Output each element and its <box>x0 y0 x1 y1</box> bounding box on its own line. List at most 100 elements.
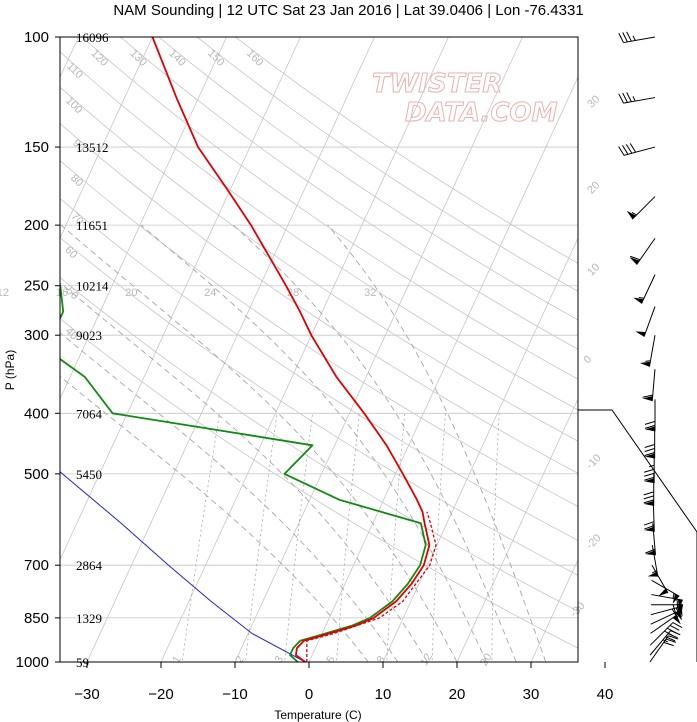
isotherm-label: -10 <box>584 452 604 472</box>
watermark-line-2: DATA.COM <box>405 98 558 128</box>
dry-adiabat-label: 150 <box>205 47 226 68</box>
mixing-ratio-label: 12 <box>418 651 435 668</box>
isotherm-label: 20 <box>585 179 602 196</box>
barb-full <box>663 641 674 647</box>
barb-staff <box>636 238 656 265</box>
barb-full <box>644 448 655 453</box>
wind-barb <box>651 564 669 597</box>
barb-full <box>643 491 654 496</box>
barb-half <box>651 570 658 574</box>
barb-staff <box>650 610 680 625</box>
barb-full <box>644 420 656 425</box>
barb-full <box>644 468 655 473</box>
moist-adiabat <box>327 224 547 662</box>
dry-adiabat <box>60 86 578 442</box>
height-label: 13512 <box>76 140 109 155</box>
wind-barb <box>618 92 656 104</box>
isotherm <box>160 37 449 662</box>
barb-full <box>622 145 629 155</box>
dry-adiabat-label: 120 <box>89 47 110 68</box>
isotherm-label: 0 <box>581 353 594 366</box>
wind-barb <box>633 274 656 304</box>
height-label: 59 <box>76 655 89 670</box>
wind-barb <box>629 238 656 265</box>
barb-full <box>622 32 628 43</box>
barb-full <box>670 630 681 636</box>
height-labels: 16096 13512 11651 10214 9023 7064 5450 2864 1329… <box>76 30 109 670</box>
dry-adiabat-label: 160 <box>244 47 265 68</box>
barb-flag <box>644 478 655 484</box>
barb-flag <box>639 361 651 367</box>
dry-adiabat <box>60 122 578 474</box>
barb-full <box>668 635 679 640</box>
barb-staff <box>649 622 674 646</box>
virtual-temperature-line <box>306 511 437 662</box>
y-tick-label: 850 <box>24 610 49 627</box>
barb-staff <box>651 544 659 577</box>
dewpoint-profile-line <box>60 283 427 662</box>
barb-flag <box>643 500 654 506</box>
dry-adiabat <box>158 37 578 321</box>
barb-staff <box>648 335 656 367</box>
barb-flag <box>644 526 655 532</box>
x-tick-label: −20 <box>148 686 173 703</box>
mixing-ratio-label: 20 <box>478 651 495 668</box>
wind-barb <box>642 369 656 402</box>
moist-adiabat <box>60 224 458 662</box>
wind-barb <box>647 544 659 577</box>
isotherm <box>382 237 578 662</box>
barb-staff <box>632 196 656 220</box>
y-tick-label: 300 <box>24 327 49 344</box>
y-tick-label: 1000 <box>16 654 49 671</box>
x-tick-label: 20 <box>449 686 466 703</box>
mixing-ratio-label: 8 <box>375 654 388 665</box>
moist-adiabat <box>60 282 428 662</box>
barb-flag <box>647 571 658 577</box>
barb-staff <box>651 579 680 597</box>
temperature-profile-line <box>151 37 431 662</box>
y-tick-label: 400 <box>24 405 49 422</box>
mixing-ratio-line <box>491 413 500 662</box>
barb-full <box>644 452 655 457</box>
isotherm-label: 10 <box>585 261 602 278</box>
barb-full <box>644 525 655 530</box>
barb-flag <box>633 297 644 304</box>
barb-flag <box>626 210 636 220</box>
barb-full <box>644 472 655 477</box>
mixing-ratio-label: 1 <box>170 654 183 665</box>
mixing-ratio-line <box>284 413 313 662</box>
dry-adiabat <box>60 51 578 411</box>
barb-staff <box>650 614 678 634</box>
y-tick-label: 150 <box>24 139 49 156</box>
y-tick-label: 100 <box>24 29 49 46</box>
isotherm <box>60 37 153 240</box>
mixing-ratio-line <box>431 413 446 662</box>
x-tick-label: 40 <box>597 686 614 703</box>
isotherm <box>456 397 578 662</box>
barb-flag <box>675 610 683 621</box>
wind-barb <box>626 196 656 220</box>
barb-staff <box>651 594 683 601</box>
plot-frame <box>59 36 579 663</box>
barb-full <box>644 424 656 429</box>
isotherm <box>60 37 227 400</box>
wind-barb <box>635 306 656 337</box>
dry-adiabat <box>60 318 578 649</box>
barb-flag <box>644 453 655 459</box>
isotherm <box>530 558 578 662</box>
wind-barb <box>644 399 656 432</box>
moist-adiabat-label: 24 <box>204 287 216 299</box>
barb-flag <box>672 615 681 625</box>
barb-full <box>618 33 624 43</box>
moist-adiabat <box>232 224 517 662</box>
height-label: 16096 <box>76 30 109 45</box>
x-tick-label: −30 <box>74 686 99 703</box>
isotherm <box>60 37 301 561</box>
x-axis-label: Temperature (C) <box>274 708 361 722</box>
profiles <box>60 37 437 662</box>
height-label: 1329 <box>76 611 102 626</box>
mixing-ratio-line <box>181 413 220 662</box>
wind-barb <box>618 143 656 156</box>
